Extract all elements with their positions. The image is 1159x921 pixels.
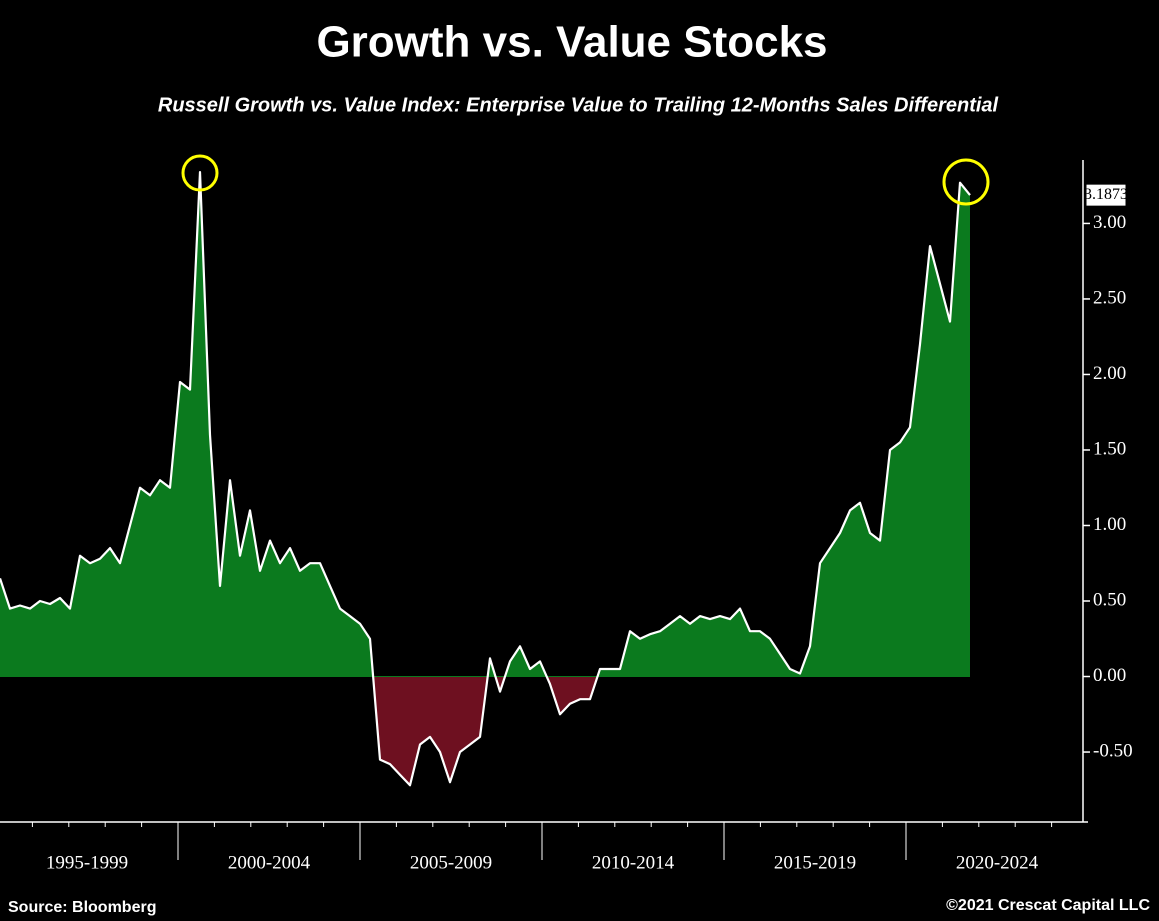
x-tick-label: 2005-2009 <box>410 852 492 873</box>
y-tick-label: 2.00 <box>1093 363 1126 384</box>
x-tick-label: 2020-2024 <box>956 852 1039 873</box>
last-value-label: 3.1873 <box>1084 186 1128 203</box>
y-tick-label: 3.00 <box>1093 212 1126 233</box>
area-positive <box>0 172 970 677</box>
copyright: ©2021 Crescat Capital LLC <box>946 897 1150 914</box>
x-tick-label: 2000-2004 <box>228 852 311 873</box>
chart-subtitle: Russell Growth vs. Value Index: Enterpri… <box>158 94 999 116</box>
line <box>0 171 971 787</box>
y-tick-label: 0.00 <box>1093 665 1126 686</box>
chart-title: Growth vs. Value Stocks <box>316 18 827 67</box>
y-tick-label: 0.50 <box>1093 589 1126 610</box>
x-tick-label: 2010-2014 <box>592 852 675 873</box>
y-tick-label: 2.50 <box>1093 287 1126 308</box>
x-tick-label: 1995-1999 <box>46 852 128 873</box>
x-tick-label: 2015-2019 <box>774 852 856 873</box>
peak-highlight <box>181 154 219 192</box>
last-value-box <box>1085 183 1127 207</box>
y-tick-label: 1.50 <box>1093 438 1126 459</box>
peak-highlight <box>942 158 990 206</box>
y-tick-label: 1.00 <box>1093 514 1126 535</box>
source: Source: Bloomberg <box>8 899 156 916</box>
y-tick-label: -0.50 <box>1093 740 1133 761</box>
